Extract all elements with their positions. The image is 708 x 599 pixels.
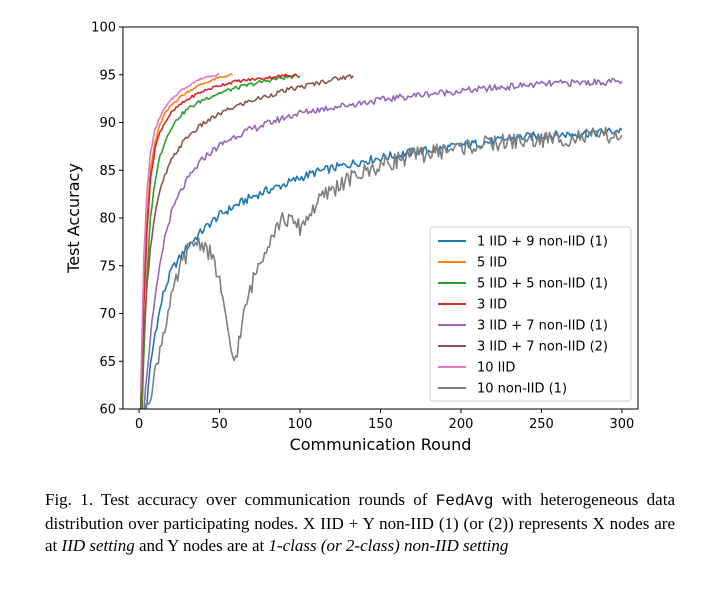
x-tick-label: 150 <box>368 417 393 432</box>
y-tick-label: 95 <box>99 68 116 83</box>
legend: 1 IID + 9 non-IID (1) 5 IID 5 IID + 5 non-… <box>429 226 632 402</box>
y-tick-label: 70 <box>99 307 116 322</box>
series-line <box>141 73 301 409</box>
series-line <box>139 73 220 390</box>
figure-caption: Fig. 1. Test accuracy over communication… <box>45 489 675 558</box>
x-tick-label: 200 <box>449 417 474 432</box>
y-tick-label: 85 <box>99 164 116 179</box>
caption-code: FedAvg <box>435 492 494 510</box>
series-line <box>143 126 623 409</box>
series-line <box>139 73 233 409</box>
caption-em-1: IID setting <box>61 536 135 555</box>
y-tick-label: 65 <box>99 355 116 370</box>
legend-label: 10 non-IID (1) <box>477 382 567 397</box>
plot-area <box>139 73 623 409</box>
y-tick-label: 60 <box>99 403 116 418</box>
caption-prefix: Fig. 1. Test accuracy over communication… <box>45 490 436 509</box>
legend-label: 5 IID + 5 non-IID (1) <box>477 277 608 292</box>
legend-label: 1 IID + 9 non-IID (1) <box>477 235 608 250</box>
legend-label: 5 IID <box>477 256 507 271</box>
series-line <box>139 74 354 409</box>
x-tick-label: 0 <box>135 417 143 432</box>
y-axis-label: Test Accuracy <box>64 163 83 274</box>
x-tick-label: 300 <box>609 417 634 432</box>
x-tick-label: 100 <box>288 417 313 432</box>
y-tick-label: 75 <box>99 259 116 274</box>
x-tick-label: 250 <box>529 417 554 432</box>
y-tick-label: 100 <box>91 21 116 36</box>
x-axis-label: Communication Round <box>290 435 472 454</box>
caption-middle-2: and Y nodes are at <box>134 536 269 555</box>
caption-em-2: 1-class (or 2-class) non-IID setting <box>268 536 509 555</box>
legend-label: 3 IID + 7 non-IID (1) <box>477 319 608 334</box>
series-line <box>143 77 623 409</box>
legend-label: 10 IID <box>477 361 515 376</box>
series-line <box>139 73 298 409</box>
axes: 0 50 100 150 200 250 300 60 65 70 75 80 85 90 95 100 Com… <box>64 21 639 454</box>
y-tick-label: 90 <box>99 116 116 131</box>
y-tick-label: 80 <box>99 212 116 227</box>
caption-middle: with heterogeneous data distribution ove… <box>45 490 675 555</box>
legend-box <box>429 226 632 402</box>
legend-label: 3 IID <box>477 298 507 313</box>
legend-label: 3 IID + 7 non-IID (2) <box>477 340 608 355</box>
x-tick-label: 50 <box>211 417 228 432</box>
